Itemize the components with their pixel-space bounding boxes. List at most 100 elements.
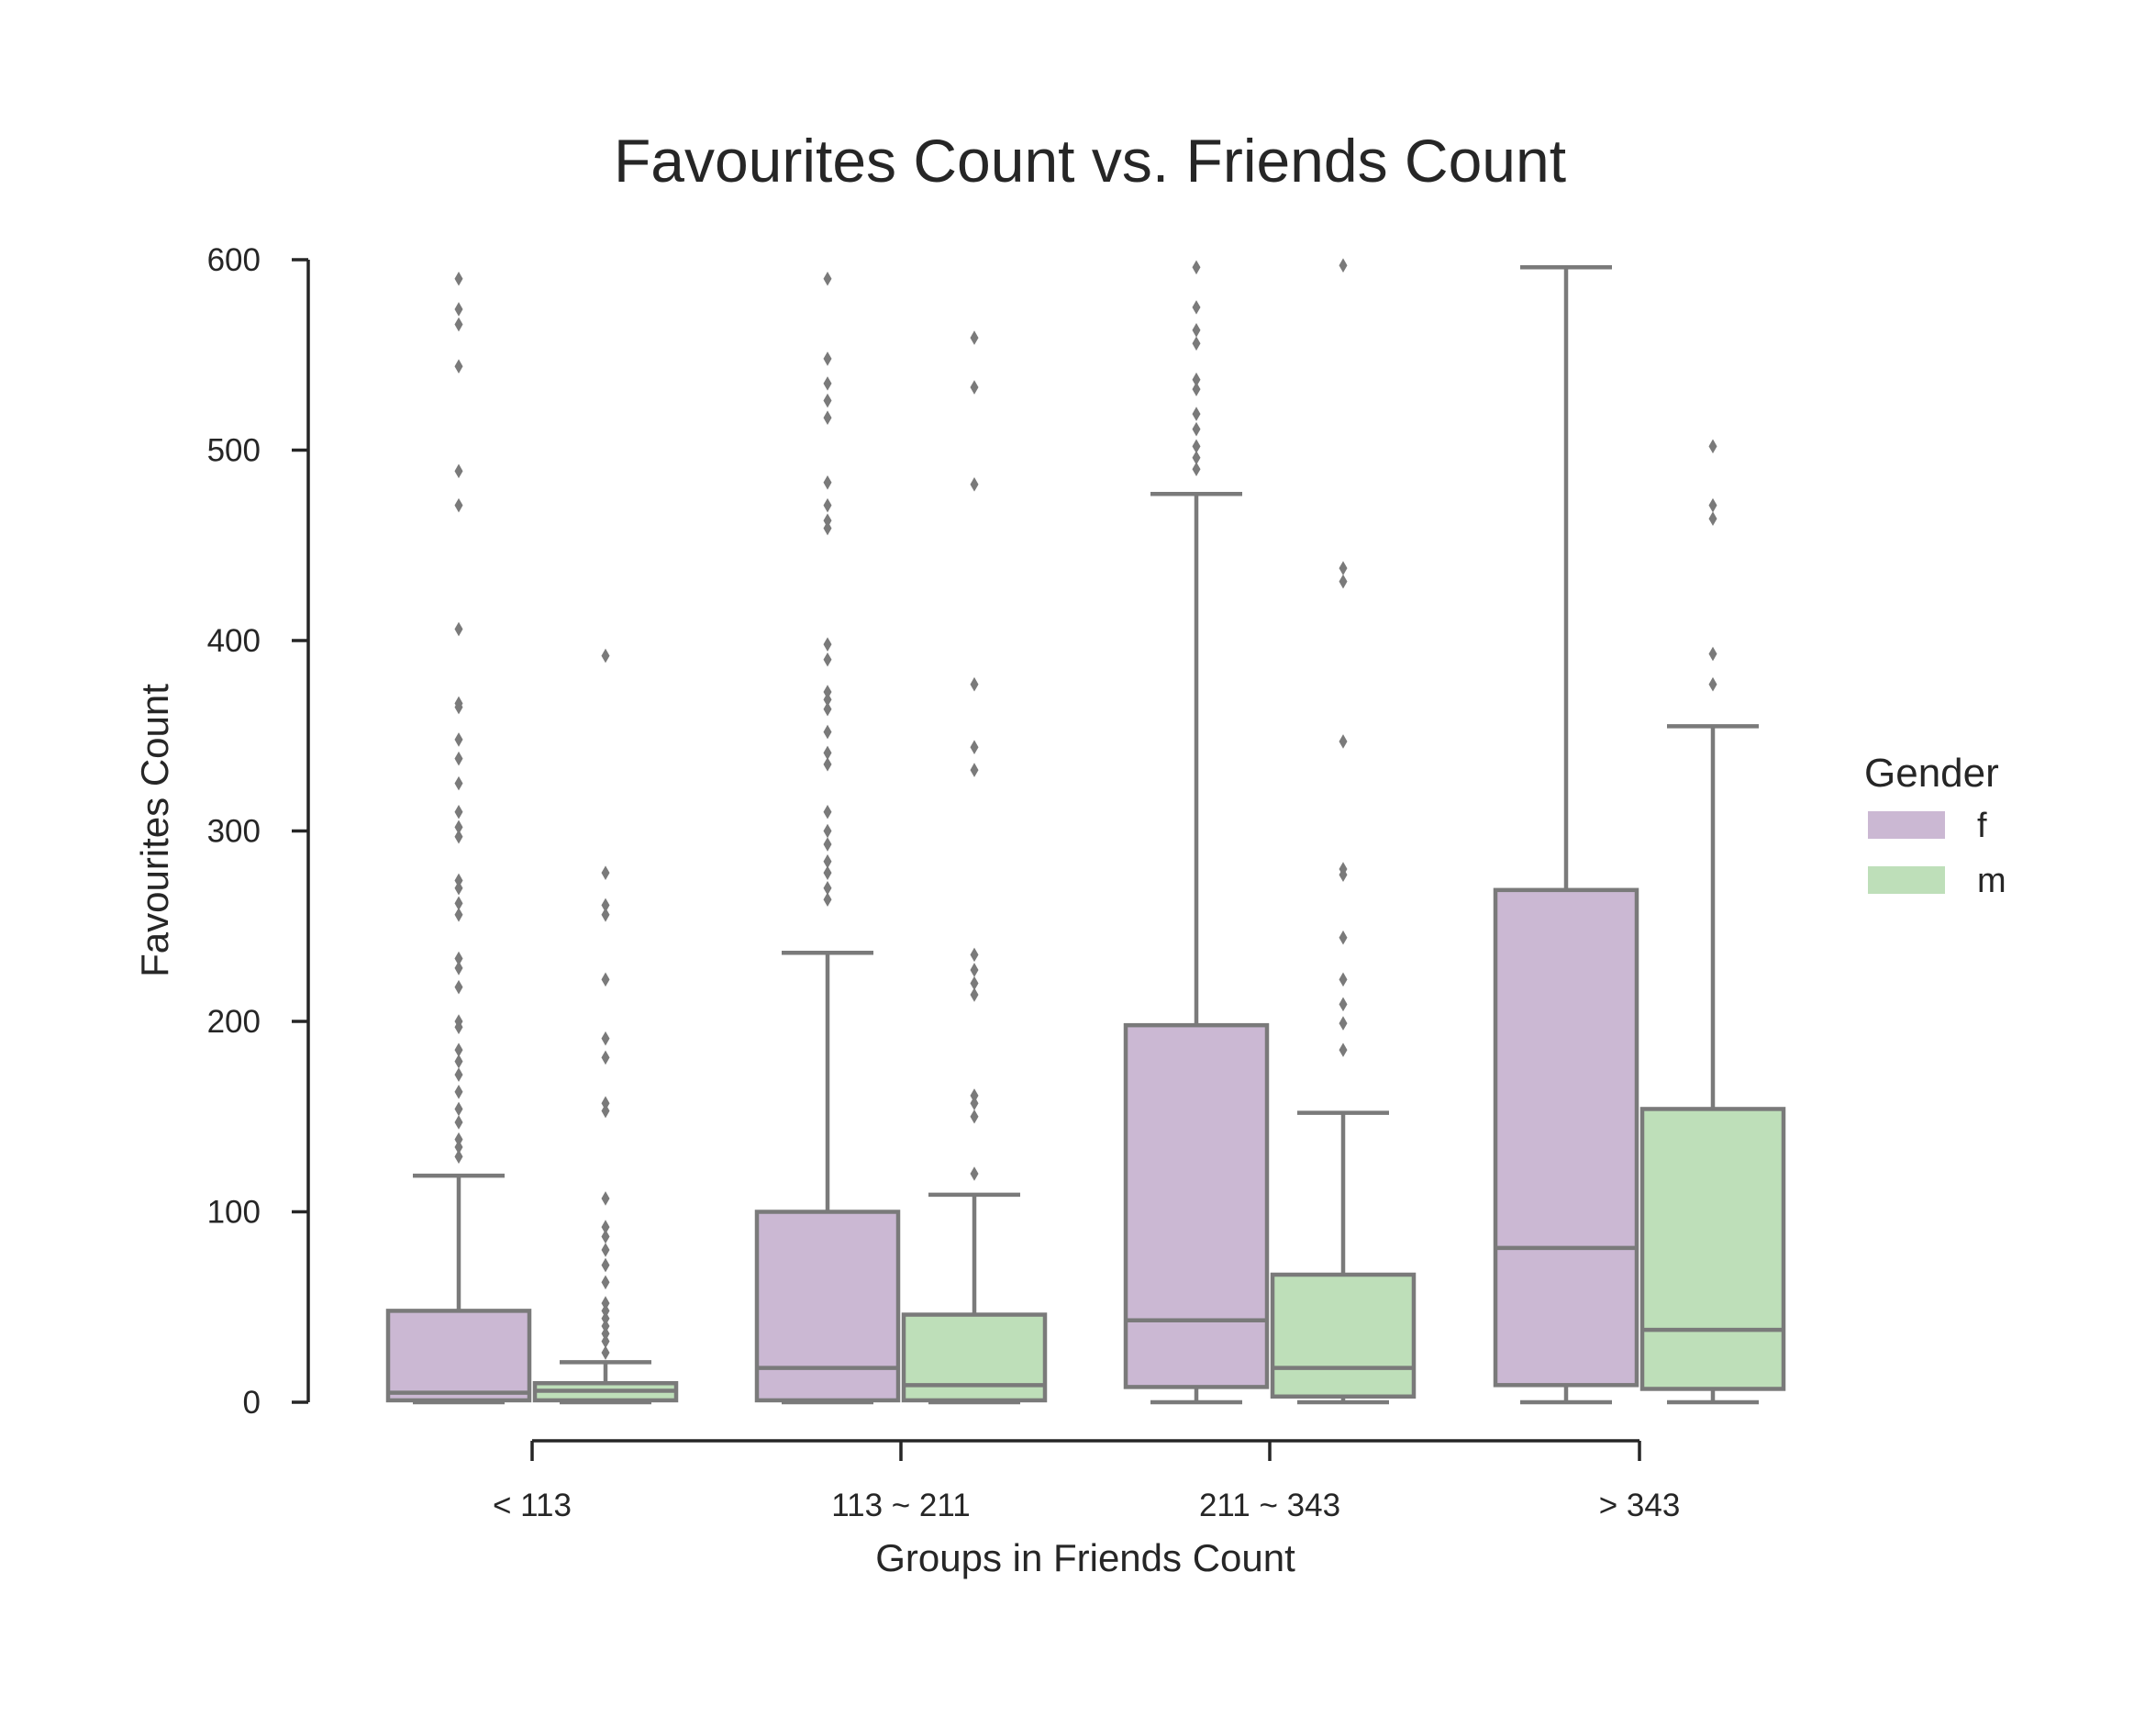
- outlier-point: [823, 837, 832, 852]
- outlier-point: [823, 652, 832, 667]
- box-m-2: [1270, 258, 1417, 1405]
- legend-title: Gender: [1864, 751, 1999, 796]
- outlier-point: [601, 1303, 610, 1319]
- outlier-point: [454, 732, 463, 747]
- outlier-point: [454, 1054, 463, 1069]
- outlier-point: [601, 1229, 610, 1244]
- outlier-point: [454, 1149, 463, 1165]
- outlier-point: [823, 880, 832, 896]
- outlier-point: [601, 865, 610, 880]
- y-tick-label: 400: [207, 623, 261, 659]
- outlier-point: [1708, 646, 1717, 662]
- legend-swatch-m: [1868, 866, 1945, 894]
- outlier-point: [1192, 407, 1201, 421]
- outlier-point: [823, 271, 832, 286]
- box-f-1: [754, 271, 901, 1405]
- outlier-point: [601, 1275, 610, 1290]
- legend-label-f: f: [1977, 807, 1987, 845]
- x-tick-label: 211 ~ 343: [1199, 1488, 1340, 1523]
- outlier-point: [601, 1243, 610, 1257]
- outlier-point: [1708, 439, 1717, 454]
- y-tick-label: 600: [207, 242, 261, 278]
- box-body: [901, 1312, 1048, 1403]
- outlier-point: [823, 853, 832, 869]
- outlier-point: [1192, 382, 1201, 396]
- box-body: [385, 1309, 532, 1403]
- y-tick-label: 500: [207, 433, 261, 469]
- outlier-point: [601, 1103, 610, 1119]
- y-axis: 0 100 200 300 400 500 600: [207, 242, 310, 1421]
- outlier-point: [601, 1326, 610, 1342]
- outlier-point: [970, 740, 979, 754]
- outlier-point: [1339, 862, 1348, 876]
- outlier-point: [1192, 462, 1201, 477]
- box-m-1: [901, 330, 1048, 1405]
- outlier-point: [823, 410, 832, 426]
- outlier-point: [601, 1031, 610, 1046]
- outlier-point: [454, 1140, 463, 1154]
- outlier-point: [454, 1084, 463, 1099]
- outlier-point: [823, 474, 832, 490]
- outlier-point: [823, 692, 832, 708]
- x-axis: < 113 113 ~ 211 211 ~ 343 > 343: [493, 1439, 1681, 1523]
- plot-area: [385, 258, 1786, 1405]
- outlier-point: [601, 648, 610, 663]
- x-tick-label: > 343: [1599, 1488, 1681, 1523]
- outlier-point: [1339, 258, 1348, 273]
- outlier-point: [823, 376, 832, 391]
- box-m-0: [532, 648, 679, 1405]
- box-f-0: [385, 271, 532, 1405]
- outlier-point: [454, 497, 463, 513]
- outlier-point: [1339, 1042, 1348, 1057]
- outlier-point: [454, 1014, 463, 1029]
- outlier-point: [823, 745, 832, 761]
- outlier-point: [601, 908, 610, 922]
- box-f-3: [1493, 265, 1639, 1405]
- box-m-3: [1639, 439, 1786, 1405]
- y-tick-label: 300: [207, 814, 261, 850]
- outlier-point: [970, 380, 979, 395]
- outlier-point: [454, 1042, 463, 1057]
- box-body: [1123, 1022, 1270, 1389]
- outlier-point: [601, 898, 610, 913]
- outlier-point: [1339, 1016, 1348, 1031]
- outlier-point: [823, 685, 832, 699]
- outlier-point: [1339, 997, 1348, 1012]
- box-body: [1270, 1272, 1417, 1399]
- outlier-point: [454, 302, 463, 317]
- x-tick-label: 113 ~ 211: [831, 1488, 970, 1523]
- outlier-point: [1339, 574, 1348, 589]
- outlier-point: [601, 1096, 610, 1111]
- outlier-point: [1192, 260, 1201, 275]
- y-tick-label: 100: [207, 1195, 261, 1231]
- legend-swatch-f: [1868, 811, 1945, 839]
- outlier-point: [454, 463, 463, 479]
- outlier-point: [454, 359, 463, 374]
- outlier-point: [970, 987, 979, 1002]
- box-f-2: [1123, 260, 1270, 1405]
- outlier-point: [823, 701, 832, 717]
- outlier-point: [970, 676, 979, 692]
- x-tick-label: < 113: [493, 1488, 572, 1523]
- chart-title: Favourites Count vs. Friends Count: [614, 127, 1566, 195]
- outlier-point: [454, 804, 463, 819]
- outlier-point: [1339, 561, 1348, 575]
- outlier-point: [823, 520, 832, 536]
- outlier-point: [454, 1115, 463, 1130]
- y-tick-label: 200: [207, 1004, 261, 1040]
- outlier-point: [970, 1109, 979, 1124]
- outlier-point: [601, 1296, 610, 1310]
- outlier-point: [823, 351, 832, 366]
- box-body: [1639, 1107, 1786, 1391]
- outlier-point: [823, 393, 832, 408]
- outlier-point: [454, 819, 463, 835]
- outlier-point: [1192, 372, 1201, 387]
- outlier-point: [601, 1220, 610, 1234]
- outlier-point: [454, 751, 463, 766]
- outlier-point: [601, 1310, 610, 1326]
- outlier-point: [1708, 497, 1717, 513]
- outlier-point: [601, 1333, 610, 1349]
- outlier-point: [454, 271, 463, 286]
- outlier-point: [823, 637, 832, 652]
- outlier-point: [601, 1319, 610, 1333]
